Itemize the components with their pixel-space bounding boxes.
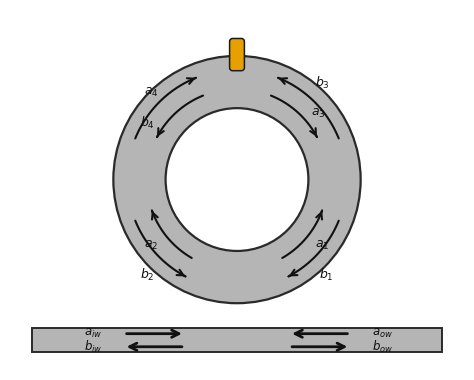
Circle shape: [113, 56, 361, 303]
Text: $a_{ow}$: $a_{ow}$: [372, 327, 393, 340]
FancyBboxPatch shape: [229, 38, 245, 71]
Text: $b_2$: $b_2$: [140, 267, 155, 283]
Text: $b_3$: $b_3$: [315, 75, 330, 91]
Text: $a_4$: $a_4$: [144, 86, 159, 99]
Text: $a_3$: $a_3$: [311, 107, 326, 120]
Text: $b_{iw}$: $b_{iw}$: [83, 339, 102, 355]
Text: $b_4$: $b_4$: [140, 115, 155, 131]
Text: $a_1$: $a_1$: [315, 239, 329, 252]
Text: $b_1$: $b_1$: [319, 267, 334, 283]
Bar: [32, 328, 442, 352]
Text: $b_{ow}$: $b_{ow}$: [372, 339, 393, 355]
Circle shape: [165, 108, 309, 251]
Text: $a_{iw}$: $a_{iw}$: [84, 327, 102, 340]
Text: $a_2$: $a_2$: [145, 239, 159, 252]
